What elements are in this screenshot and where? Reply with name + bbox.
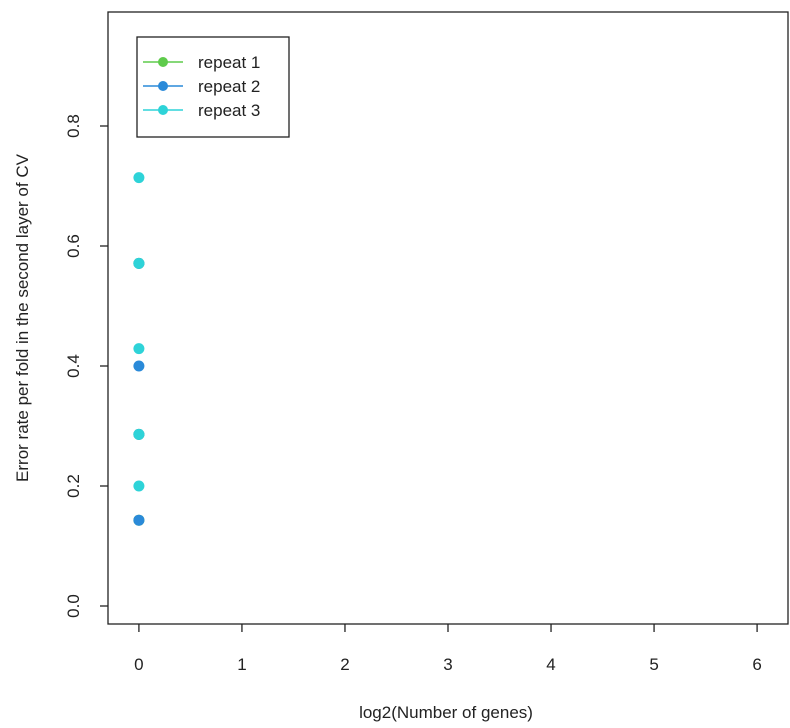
legend-marker xyxy=(158,57,168,67)
data-point-series-3 xyxy=(133,172,145,184)
data-point-series-3 xyxy=(133,428,145,440)
data-point-series-3 xyxy=(133,343,145,355)
x-tick-label: 0 xyxy=(134,655,143,674)
y-axis-title: Error rate per fold in the second layer … xyxy=(13,153,32,482)
y-tick-label: 0.8 xyxy=(64,114,83,138)
legend-label: repeat 1 xyxy=(198,53,260,72)
y-tick-label: 0.2 xyxy=(64,474,83,498)
legend: repeat 1 repeat 2 repeat 3 xyxy=(136,36,290,138)
y-tick-label: 0.4 xyxy=(64,354,83,378)
data-point-series-3 xyxy=(133,257,145,269)
y-tick-label: 0.0 xyxy=(64,594,83,618)
legend-marker xyxy=(158,81,168,91)
x-tick-label: 1 xyxy=(237,655,246,674)
x-axis-title: log2(Number of genes) xyxy=(359,703,533,722)
y-tick-label: 0.6 xyxy=(64,234,83,258)
y-axis: 0.0 0.2 0.4 0.6 0.8 xyxy=(64,114,108,618)
x-axis: 0 1 2 3 4 5 6 xyxy=(134,624,762,674)
x-tick-label: 4 xyxy=(546,655,555,674)
legend-marker xyxy=(158,105,168,115)
x-tick-label: 6 xyxy=(752,655,761,674)
data-point-series-2 xyxy=(133,514,145,526)
legend-label: repeat 2 xyxy=(198,77,260,96)
x-tick-label: 2 xyxy=(340,655,349,674)
x-tick-label: 5 xyxy=(649,655,658,674)
data-point-series-3 xyxy=(133,480,145,492)
data-point-series-2 xyxy=(133,360,145,372)
x-tick-label: 3 xyxy=(443,655,452,674)
legend-label: repeat 3 xyxy=(198,101,260,120)
data-points xyxy=(133,172,145,526)
